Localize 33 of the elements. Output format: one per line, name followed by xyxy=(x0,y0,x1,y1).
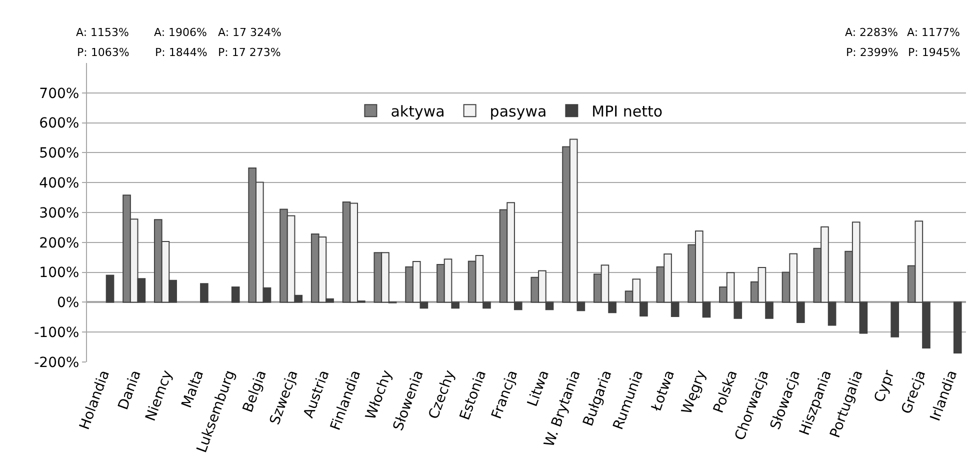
y-tick-label: 400% xyxy=(39,176,80,192)
bar xyxy=(231,286,240,303)
text: A: 1906% xyxy=(154,26,207,39)
text: A: 17 324% xyxy=(218,26,282,39)
text: P: 1844% xyxy=(155,46,208,59)
text: A: 2283% xyxy=(845,26,898,39)
text: P: 1063% xyxy=(77,46,130,59)
y-tick-label: 600% xyxy=(39,116,80,132)
x-tick-label: Grecja xyxy=(898,368,930,416)
bar xyxy=(953,302,962,354)
x-tick-label: Łotwa xyxy=(648,368,678,414)
x-tick-label: Litwa xyxy=(524,368,553,409)
y-tick-label: 700% xyxy=(39,86,80,102)
text: P: 1945% xyxy=(908,46,960,59)
text: P: 17 273% xyxy=(218,46,281,59)
legend-label: pasywa xyxy=(490,102,547,120)
text: P: 2399% xyxy=(846,46,898,59)
y-tick-label: -200% xyxy=(34,354,80,371)
bar xyxy=(890,302,900,338)
legend-label: aktywa xyxy=(390,102,445,120)
bar xyxy=(200,283,208,303)
bar xyxy=(106,274,114,303)
y-tick-label: 500% xyxy=(39,146,80,162)
x-tick-label: Cypr xyxy=(872,368,898,404)
y-tick-label: 200% xyxy=(39,235,80,252)
text: A: 1153% xyxy=(76,26,129,39)
y-tick-label: 0% xyxy=(56,295,80,312)
y-tick-label: -100% xyxy=(34,325,80,341)
x-tick-label: Dania xyxy=(115,368,144,412)
text: A: 1177% xyxy=(907,26,960,39)
legend-label: MPI netto xyxy=(592,102,663,120)
y-tick-label: 300% xyxy=(39,205,80,222)
y-tick-label: 100% xyxy=(39,265,80,282)
